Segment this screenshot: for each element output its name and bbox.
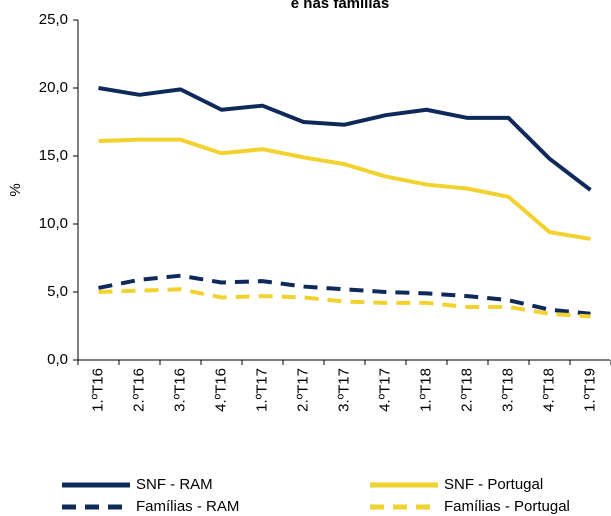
x-tick-label: 4.ºT18: [540, 368, 557, 412]
line-series: [98, 86, 592, 192]
x-tick-label: 1.ºT18: [417, 368, 434, 412]
x-tick-label: 3.ºT17: [335, 368, 352, 412]
x-tick-label: 4.ºT16: [212, 368, 229, 412]
x-tick-label: 2.ºT16: [130, 368, 147, 412]
y-tick-label: 25,0: [39, 11, 68, 28]
y-tick-label: 5,0: [47, 283, 68, 300]
x-tick-label: 2.ºT17: [294, 368, 311, 412]
chart-title: e nas famílias: [291, 0, 389, 12]
legend-label: SNF - Portugal: [444, 476, 543, 493]
y-axis-label: %: [7, 183, 24, 196]
x-tick-label: 1.ºT16: [89, 368, 106, 412]
y-tick-label: 0,0: [47, 351, 68, 368]
y-tick-label: 10,0: [39, 215, 68, 232]
y-tick-label: 15,0: [39, 147, 68, 164]
y-tick-label: 20,0: [39, 79, 68, 96]
x-tick-label: 2.ºT18: [458, 368, 475, 412]
legend-label: Famílias - RAM: [136, 498, 239, 515]
x-tick-label: 1.ºT17: [253, 368, 270, 412]
line-series: [98, 137, 591, 241]
x-tick-label: 1.ºT19: [581, 368, 598, 412]
legend-label: Famílias - Portugal: [444, 498, 570, 515]
x-tick-label: 4.ºT17: [376, 368, 393, 412]
line-series: [98, 287, 591, 319]
legend-label: SNF - RAM: [136, 476, 213, 493]
x-tick-label: 3.ºT18: [499, 368, 516, 412]
x-tick-label: 3.ºT16: [171, 368, 188, 412]
